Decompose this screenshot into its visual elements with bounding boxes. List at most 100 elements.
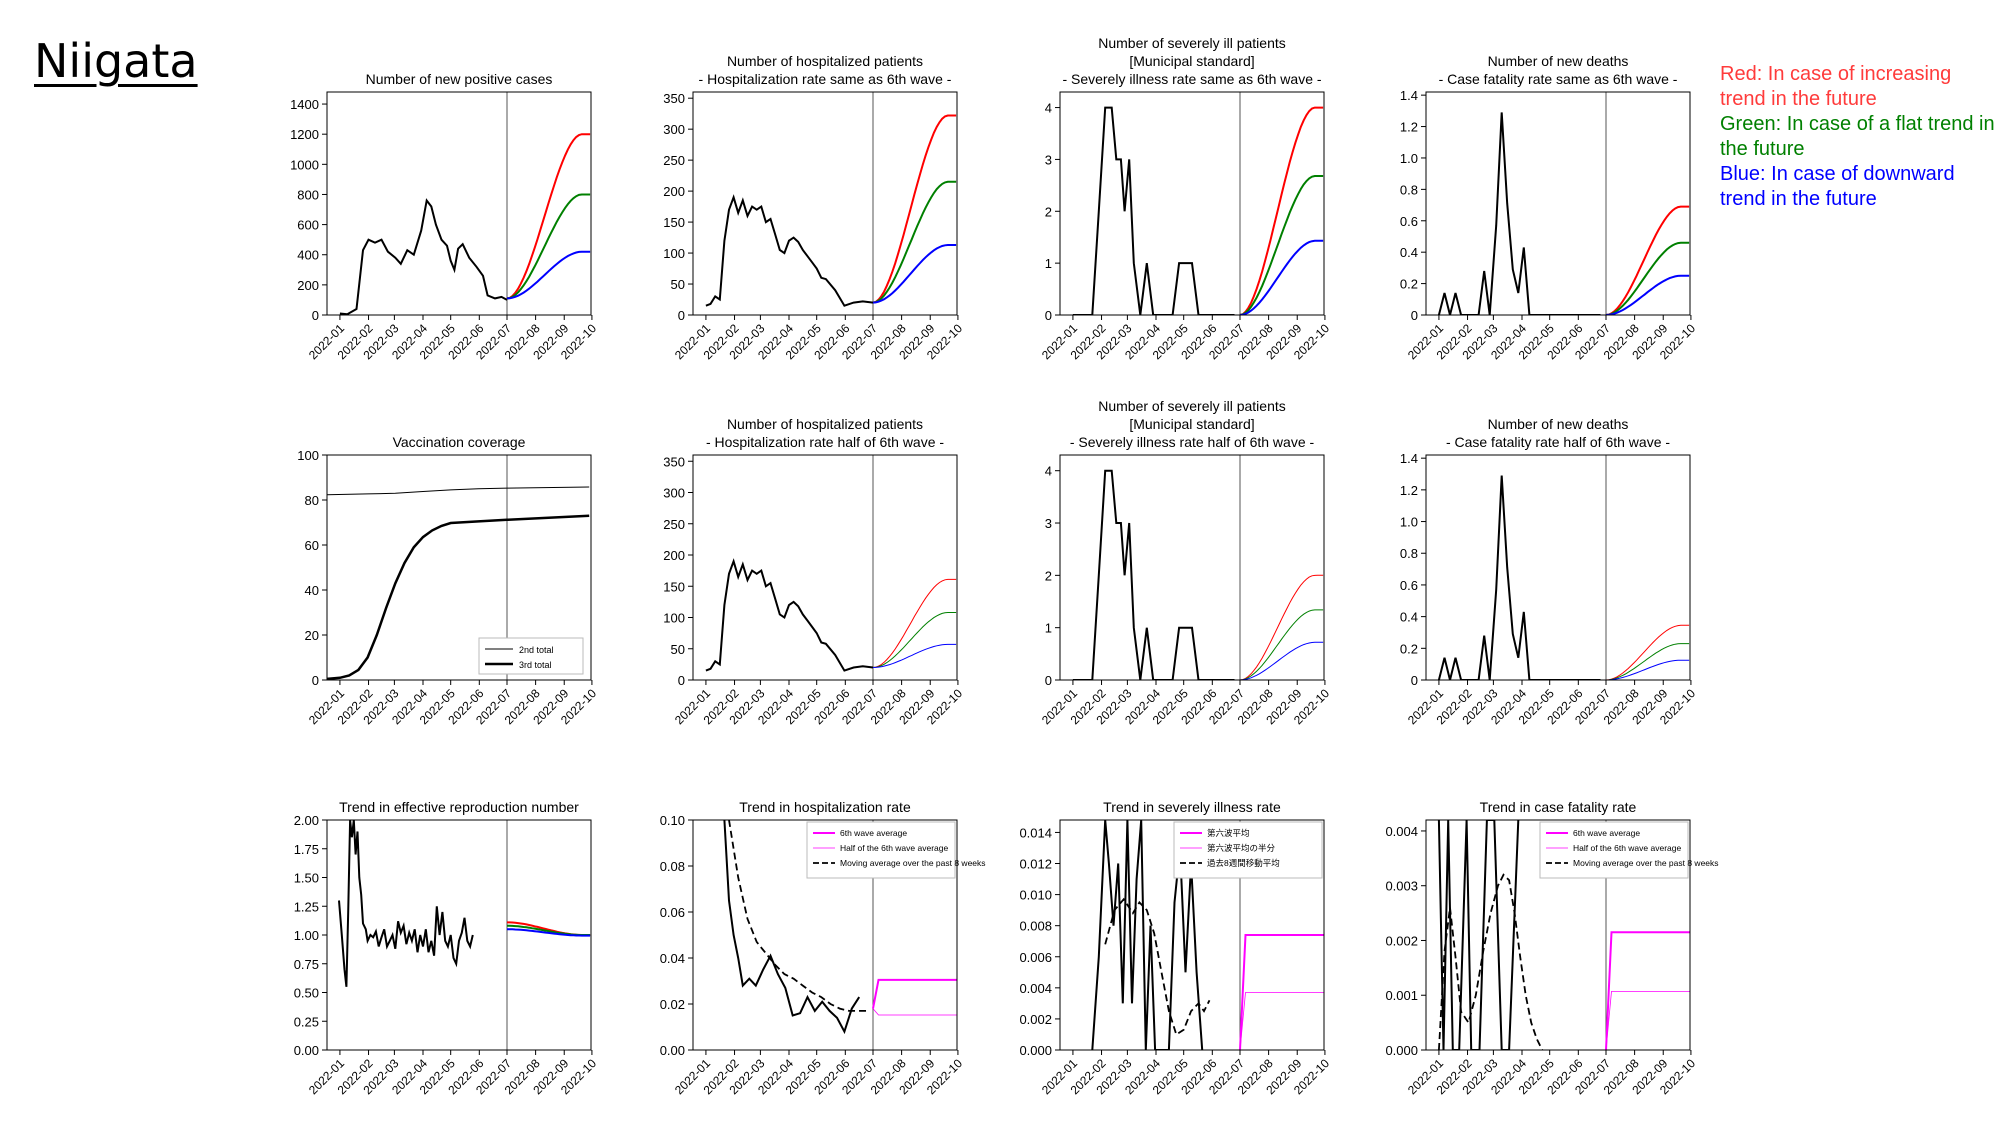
- moving-average-line: [1438, 873, 1544, 1050]
- axes-frame: [692, 454, 958, 681]
- axes-frame: [692, 91, 958, 316]
- y-tick-label: 0.6: [1400, 214, 1418, 229]
- y-tick-label: 0.25: [294, 1014, 319, 1029]
- chart-title: - Hospitalization rate half of 6th wave …: [706, 434, 944, 450]
- y-tick-label: 0: [312, 673, 319, 688]
- plot-area: [338, 820, 591, 987]
- chart-panel: Number of new positive cases 0 200 400 600 80…: [290, 71, 599, 362]
- plot-area: [1437, 112, 1690, 315]
- y-tick-label: 0: [312, 308, 319, 323]
- legend-label: 2nd total: [519, 645, 554, 655]
- plot-area: [327, 486, 590, 680]
- y-tick-label: 100: [663, 611, 685, 626]
- plot-area: [723, 820, 957, 1035]
- projection-blue: [872, 244, 957, 304]
- projection-red: [1239, 106, 1324, 315]
- moving-average-line: [728, 820, 868, 1012]
- sixth-wave-average-line: [1605, 931, 1690, 1050]
- y-tick-label: 0.002: [1385, 933, 1418, 948]
- plot-area: [1091, 820, 1324, 1050]
- y-tick-label: 1200: [290, 127, 319, 142]
- projection-blue: [872, 643, 957, 668]
- y-tick-label: 0.003: [1385, 879, 1418, 894]
- axes-frame: [1059, 91, 1325, 316]
- observed-line: [1072, 469, 1235, 680]
- chart-title: Number of hospitalized patients: [727, 416, 923, 432]
- y-tick-label: 0.001: [1385, 988, 1418, 1003]
- chart-title: Vaccination coverage: [393, 434, 526, 450]
- projection-blue: [1239, 641, 1324, 680]
- half-sixth-wave-average-line: [872, 1008, 957, 1016]
- sixth-wave-average-line: [1239, 934, 1324, 1050]
- chart-title: Number of severely ill patients: [1098, 35, 1286, 51]
- chart-panel: Number of hospitalized patients - Hospita…: [663, 416, 965, 727]
- y-tick-label: 0.000: [1385, 1043, 1418, 1058]
- series-line: [327, 486, 590, 496]
- y-tick-label: 0.4: [1400, 245, 1418, 260]
- plot-area: [1072, 469, 1324, 680]
- projection-green: [872, 180, 957, 304]
- observed-line: [1091, 820, 1204, 1050]
- y-tick-label: 0.014: [1019, 825, 1052, 840]
- chart-panel: Number of new deaths - Case fatality rate…: [1400, 416, 1698, 727]
- projection-blue: [506, 250, 591, 300]
- y-tick-label: 300: [663, 122, 685, 137]
- y-tick-label: 1: [1045, 256, 1052, 271]
- chart-title: - Hospitalization rate same as 6th wave …: [699, 71, 952, 87]
- plot-area: [1437, 475, 1690, 680]
- y-tick-label: 80: [305, 493, 319, 508]
- observed-line: [1072, 106, 1235, 315]
- y-tick-label: 1400: [290, 97, 319, 112]
- chart-title: - Severely illness rate half of 6th wave…: [1070, 434, 1315, 450]
- y-tick-label: 250: [663, 517, 685, 532]
- y-tick-label: 3: [1045, 152, 1052, 167]
- observed-line: [338, 820, 474, 987]
- y-tick-label: 4: [1045, 101, 1052, 116]
- chart-title: Trend in severely illness rate: [1103, 799, 1281, 815]
- y-tick-label: 1.0: [1400, 151, 1418, 166]
- y-tick-label: 150: [663, 215, 685, 230]
- scenario-legend: Red: In case of increasing trend in the …: [1720, 62, 2000, 212]
- projection-green: [1605, 241, 1690, 315]
- y-tick-label: 0.00: [294, 1043, 319, 1058]
- y-tick-label: 0.02: [660, 997, 685, 1012]
- chart-panel: Number of severely ill patients [Municipa…: [1039, 35, 1332, 362]
- chart-title: Number of severely ill patients: [1098, 398, 1286, 414]
- half-sixth-wave-average-line: [1605, 991, 1690, 1050]
- plot-area: [1072, 106, 1324, 315]
- chart-title: [Municipal standard]: [1129, 53, 1254, 69]
- legend-label: Half of the 6th wave average: [840, 843, 948, 853]
- observed-line: [1437, 475, 1601, 680]
- y-tick-label: 0.06: [660, 905, 685, 920]
- legend-label: 第六波平均の半分: [1207, 843, 1276, 853]
- observed-line: [339, 198, 508, 315]
- observed-line: [705, 194, 874, 307]
- projection-green: [872, 612, 957, 668]
- projection-blue: [1605, 659, 1690, 680]
- y-tick-label: 0.75: [294, 957, 319, 972]
- y-tick-label: 1.4: [1400, 88, 1418, 103]
- chart-title: Trend in hospitalization rate: [739, 799, 911, 815]
- chart-panel: Trend in effective reproduction number 0.…: [294, 799, 600, 1097]
- chart-title: - Case fatality rate same as 6th wave -: [1439, 71, 1678, 87]
- y-tick-label: 0.04: [660, 951, 685, 966]
- chart-title: - Case fatality rate half of 6th wave -: [1446, 434, 1670, 450]
- legend-box: [1173, 821, 1323, 879]
- projection-red: [872, 114, 957, 304]
- projection-red: [872, 578, 957, 668]
- y-tick-label: 40: [305, 583, 319, 598]
- y-tick-label: 3: [1045, 516, 1052, 531]
- axes-frame: [1425, 819, 1691, 1051]
- y-tick-label: 1.50: [294, 871, 319, 886]
- chart-title: Number of new positive cases: [366, 71, 553, 87]
- chart-panel: Trend in hospitalization rate 0.00 0.02 0.0…: [660, 799, 986, 1097]
- axes-frame: [1425, 454, 1691, 681]
- y-tick-label: 300: [663, 486, 685, 501]
- legend-box: [1539, 821, 1689, 879]
- y-tick-label: 2.00: [294, 813, 319, 828]
- y-tick-label: 0.8: [1400, 546, 1418, 561]
- y-tick-label: 0.50: [294, 986, 319, 1001]
- projection-green: [1239, 609, 1324, 680]
- y-tick-label: 0.2: [1400, 641, 1418, 656]
- y-tick-label: 0.006: [1019, 950, 1052, 965]
